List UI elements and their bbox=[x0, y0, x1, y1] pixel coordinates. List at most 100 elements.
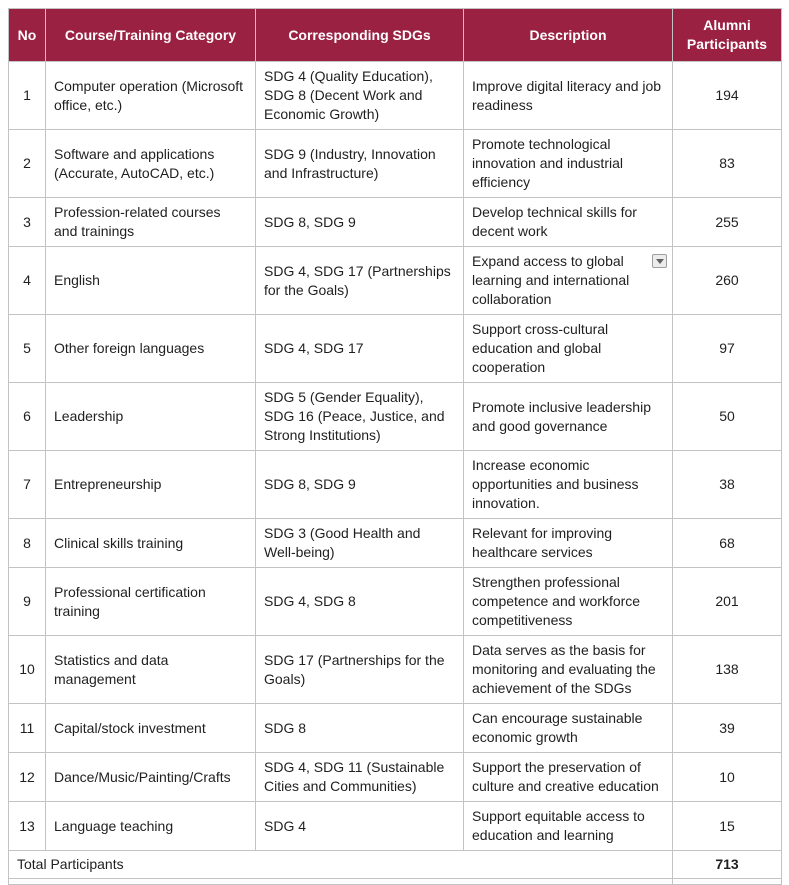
description-text: Promote technological innovation and ind… bbox=[472, 136, 623, 190]
description-text: Support the preservation of culture and … bbox=[472, 759, 659, 794]
table-row: 1 Computer operation (Microsoft office, … bbox=[8, 61, 782, 130]
row-number-cell: 7 bbox=[8, 450, 46, 519]
description-text: Promote inclusive leadership and good go… bbox=[472, 398, 651, 434]
row-number-cell: 8 bbox=[8, 518, 46, 568]
description-cell: Strengthen professional competence and w… bbox=[463, 567, 673, 636]
row-number-cell: 6 bbox=[8, 382, 46, 451]
description-cell: Improve digital literacy and job readine… bbox=[463, 61, 673, 130]
table-row: 6 Leadership SDG 5 (Gender Equality), SD… bbox=[8, 382, 782, 451]
table-row: 13 Language teaching SDG 4 Support equit… bbox=[8, 801, 782, 851]
alumni-participants-cell: 138 bbox=[672, 635, 782, 704]
row-number-cell: 1 bbox=[8, 61, 46, 130]
row-number-cell: 5 bbox=[8, 314, 46, 383]
table-row: 4 English SDG 4, SDG 17 (Partnerships fo… bbox=[8, 246, 782, 315]
corresponding-sdgs-cell: SDG 9 (Industry, Innovation and Infrastr… bbox=[255, 129, 464, 198]
description-cell: Relevant for improving healthcare servic… bbox=[463, 518, 673, 568]
corresponding-sdgs-cell: SDG 4, SDG 11 (Sustainable Cities and Co… bbox=[255, 752, 464, 802]
description-text: Improve digital literacy and job readine… bbox=[472, 77, 662, 113]
row-number-cell: 13 bbox=[8, 801, 46, 851]
table-body: 1 Computer operation (Microsoft office, … bbox=[8, 61, 782, 851]
row-number-cell: 10 bbox=[8, 635, 46, 704]
course-category-cell: Entrepreneurship bbox=[45, 450, 256, 519]
training-sdg-table: No Course/Training Category Correspondin… bbox=[8, 8, 782, 885]
alumni-participants-cell: 38 bbox=[672, 450, 782, 519]
alumni-participants-cell: 255 bbox=[672, 197, 782, 247]
description-text: Can encourage sustainable economic growt… bbox=[472, 710, 643, 745]
description-text: Relevant for improving healthcare servic… bbox=[472, 525, 613, 560]
row-number-cell: 12 bbox=[8, 752, 46, 802]
header-category: Course/Training Category bbox=[45, 8, 256, 62]
table-row: 9 Professional certification training SD… bbox=[8, 567, 782, 636]
course-category-cell: Computer operation (Microsoft office, et… bbox=[45, 61, 256, 130]
corresponding-sdgs-cell: SDG 4, SDG 8 bbox=[255, 567, 464, 636]
table-row: 8 Clinical skills training SDG 3 (Good H… bbox=[8, 518, 782, 568]
course-category-cell: Professional certification training bbox=[45, 567, 256, 636]
course-category-cell: Capital/stock investment bbox=[45, 703, 256, 753]
description-cell: Support the preservation of culture and … bbox=[463, 752, 673, 802]
alumni-participants-cell: 68 bbox=[672, 518, 782, 568]
header-sdgs: Corresponding SDGs bbox=[255, 8, 464, 62]
description-cell: Can encourage sustainable economic growt… bbox=[463, 703, 673, 753]
corresponding-sdgs-cell: SDG 8 bbox=[255, 703, 464, 753]
course-category-cell: Language teaching bbox=[45, 801, 256, 851]
table-row: 2 Software and applications (Accurate, A… bbox=[8, 129, 782, 198]
alumni-participants-cell: 194 bbox=[672, 61, 782, 130]
table-row: 12 Dance/Music/Painting/Crafts SDG 4, SD… bbox=[8, 752, 782, 802]
table-row: 11 Capital/stock investment SDG 8 Can en… bbox=[8, 703, 782, 753]
description-cell: Increase economic opportunities and busi… bbox=[463, 450, 673, 519]
corresponding-sdgs-cell: SDG 4, SDG 17 bbox=[255, 314, 464, 383]
alumni-participants-cell: 10 bbox=[672, 752, 782, 802]
description-text: Strengthen professional competence and w… bbox=[472, 574, 641, 628]
corresponding-sdgs-cell: SDG 4, SDG 17 (Partnerships for the Goal… bbox=[255, 246, 464, 315]
description-cell: Develop technical skills for decent work bbox=[463, 197, 673, 247]
alumni-participants-cell: 50 bbox=[672, 382, 782, 451]
corresponding-sdgs-cell: SDG 5 (Gender Equality), SDG 16 (Peace, … bbox=[255, 382, 464, 451]
course-category-cell: Statistics and data management bbox=[45, 635, 256, 704]
course-category-cell: English bbox=[45, 246, 256, 315]
description-text: Expand access to global learning and int… bbox=[472, 253, 630, 307]
description-cell: Support equitable access to education an… bbox=[463, 801, 673, 851]
corresponding-sdgs-cell: SDG 3 (Good Health and Well-being) bbox=[255, 518, 464, 568]
row-number-cell: 11 bbox=[8, 703, 46, 753]
description-cell: Expand access to global learning and int… bbox=[463, 246, 673, 315]
row-number-cell: 2 bbox=[8, 129, 46, 198]
description-text: Develop technical skills for decent work bbox=[472, 204, 637, 239]
total-value: 713 bbox=[672, 850, 782, 879]
table-row: 3 Profession-related courses and trainin… bbox=[8, 197, 782, 247]
total-row: Total Participants 713 bbox=[8, 850, 782, 879]
description-text: Support cross-cultural education and glo… bbox=[472, 321, 609, 375]
corresponding-sdgs-cell: SDG 17 (Partnerships for the Goals) bbox=[255, 635, 464, 704]
alumni-participants-cell: 15 bbox=[672, 801, 782, 851]
description-cell: Promote technological innovation and ind… bbox=[463, 129, 673, 198]
down-triangle-glyph bbox=[655, 258, 664, 264]
corresponding-sdgs-cell: SDG 8, SDG 9 bbox=[255, 197, 464, 247]
next-row-sliver-cell bbox=[8, 878, 673, 885]
table-header: No Course/Training Category Correspondin… bbox=[8, 8, 782, 62]
header-row: No Course/Training Category Correspondin… bbox=[8, 8, 782, 62]
alumni-participants-cell: 201 bbox=[672, 567, 782, 636]
corresponding-sdgs-cell: SDG 4 bbox=[255, 801, 464, 851]
course-category-cell: Leadership bbox=[45, 382, 256, 451]
header-participants: Alumni Participants bbox=[672, 8, 782, 62]
description-text: Data serves as the basis for monitoring … bbox=[472, 642, 656, 696]
header-no: No bbox=[8, 8, 46, 62]
corresponding-sdgs-cell: SDG 4 (Quality Education), SDG 8 (Decent… bbox=[255, 61, 464, 130]
course-category-cell: Other foreign languages bbox=[45, 314, 256, 383]
description-cell: Data serves as the basis for monitoring … bbox=[463, 635, 673, 704]
description-cell: Promote inclusive leadership and good go… bbox=[463, 382, 673, 451]
description-cell: Support cross-cultural education and glo… bbox=[463, 314, 673, 383]
course-category-cell: Profession-related courses and trainings bbox=[45, 197, 256, 247]
description-text: Support equitable access to education an… bbox=[472, 808, 645, 843]
alumni-participants-cell: 97 bbox=[672, 314, 782, 383]
alumni-participants-cell: 260 bbox=[672, 246, 782, 315]
corresponding-sdgs-cell: SDG 8, SDG 9 bbox=[255, 450, 464, 519]
row-number-cell: 3 bbox=[8, 197, 46, 247]
dropdown-arrow-icon[interactable] bbox=[652, 254, 667, 268]
total-label: Total Participants bbox=[8, 850, 673, 879]
course-category-cell: Clinical skills training bbox=[45, 518, 256, 568]
next-row-sliver bbox=[8, 878, 782, 885]
next-row-sliver-cell bbox=[672, 878, 782, 885]
description-text: Increase economic opportunities and busi… bbox=[472, 457, 639, 511]
header-description: Description bbox=[463, 8, 673, 62]
